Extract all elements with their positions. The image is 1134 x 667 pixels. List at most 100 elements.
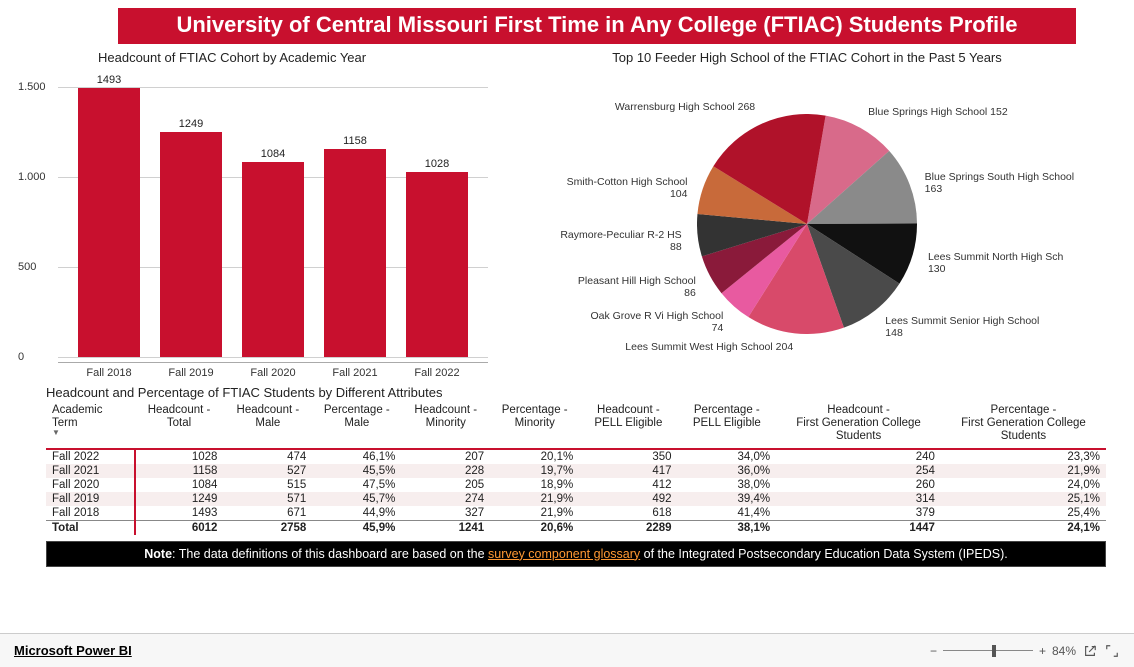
table-cell: 21,9% — [490, 506, 579, 521]
table-cell: 314 — [776, 492, 941, 506]
table-cell: 1447 — [776, 520, 941, 535]
table-cell: 240 — [776, 449, 941, 464]
bar-category-label: Fall 2021 — [320, 363, 390, 379]
table-cell: 20,6% — [490, 520, 579, 535]
table-cell: Fall 2021 — [46, 464, 135, 478]
table-cell: 1241 — [401, 520, 490, 535]
table-cell: 25,4% — [941, 506, 1106, 521]
table-cell: 20,1% — [490, 449, 579, 464]
table-cell: 38,1% — [678, 520, 777, 535]
powerbi-brand-link[interactable]: Microsoft Power BI — [14, 643, 132, 658]
table-header[interactable]: Headcount -First Generation College Stud… — [776, 402, 941, 449]
page-title: University of Central Missouri First Tim… — [118, 8, 1076, 44]
table-cell: 1249 — [135, 492, 224, 506]
table-cell: 207 — [401, 449, 490, 464]
table-header[interactable]: Headcount -Total — [135, 402, 224, 449]
table-cell: 412 — [579, 478, 677, 492]
bar-chart-panel: Headcount of FTIAC Cohort by Academic Ye… — [18, 48, 488, 379]
table-cell: 23,3% — [941, 449, 1106, 464]
pie-chart[interactable]: Blue Springs High School 152Blue Springs… — [498, 69, 1116, 379]
note-bar: Note: The data definitions of this dashb… — [46, 541, 1106, 567]
bar-category-label: Fall 2020 — [238, 363, 308, 379]
table-cell: 34,0% — [678, 449, 777, 464]
bar-fall-2022[interactable]: 1028 — [402, 158, 472, 357]
table-header[interactable]: Percentage -First Generation College Stu… — [941, 402, 1106, 449]
pie-svg[interactable] — [697, 114, 917, 334]
sort-caret-icon: ▼ — [52, 428, 129, 437]
table-header[interactable]: Headcount -Minority — [401, 402, 490, 449]
table-cell: 46,1% — [312, 449, 401, 464]
table-cell: 379 — [776, 506, 941, 521]
bar-value-label: 1493 — [97, 74, 121, 86]
note-prefix: Note — [144, 547, 172, 561]
table-cell: 1028 — [135, 449, 224, 464]
note-text-before: : The data definitions of this dashboard… — [172, 547, 488, 561]
share-icon[interactable] — [1082, 643, 1098, 659]
table-row[interactable]: Fall 2021115852745,5%22819,7%41736,0%254… — [46, 464, 1106, 478]
table-header[interactable]: Headcount -Male — [223, 402, 312, 449]
table-header[interactable]: Percentage -Male — [312, 402, 401, 449]
fullscreen-icon[interactable] — [1104, 643, 1120, 659]
bar-fall-2021[interactable]: 1158 — [320, 135, 390, 357]
table-cell: 527 — [223, 464, 312, 478]
table-row[interactable]: Fall 2020108451547,5%20518,9%41238,0%260… — [46, 478, 1106, 492]
bar-chart[interactable]: 05001.0001.50014931249108411581028Fall 2… — [18, 69, 488, 379]
y-tick-label: 0 — [18, 351, 24, 363]
bar-value-label: 1249 — [179, 118, 203, 130]
zoom-in-button[interactable]: + — [1039, 644, 1046, 658]
bar-chart-title: Headcount of FTIAC Cohort by Academic Ye… — [98, 50, 488, 65]
table-cell: 350 — [579, 449, 677, 464]
table-header[interactable]: Percentage -PELL Eligible — [678, 402, 777, 449]
table-cell: 24,0% — [941, 478, 1106, 492]
note-link[interactable]: survey component glossary — [488, 547, 640, 561]
table-cell: 327 — [401, 506, 490, 521]
table-cell: 45,7% — [312, 492, 401, 506]
bar-fall-2018[interactable]: 1493 — [74, 74, 144, 357]
table-cell: 21,9% — [941, 464, 1106, 478]
bar-category-label: Fall 2018 — [74, 363, 144, 379]
table-cell: 24,1% — [941, 520, 1106, 535]
table-cell: 571 — [223, 492, 312, 506]
bar-value-label: 1084 — [261, 148, 285, 160]
bar-rect[interactable] — [406, 172, 468, 357]
bar-rect[interactable] — [160, 132, 222, 357]
table-cell: 205 — [401, 478, 490, 492]
table-cell: 36,0% — [678, 464, 777, 478]
pie-slice-label: Lees Summit North High Sch130 — [928, 251, 1063, 275]
bar-fall-2020[interactable]: 1084 — [238, 148, 308, 357]
pie-slice-label: Blue Springs South High School163 — [925, 171, 1074, 195]
table-header[interactable]: Academic Term▼ — [46, 402, 135, 449]
table-cell: 44,9% — [312, 506, 401, 521]
attributes-table[interactable]: Academic Term▼Headcount -TotalHeadcount … — [46, 402, 1106, 535]
table-row[interactable]: Fall 2022102847446,1%20720,1%35034,0%240… — [46, 449, 1106, 464]
zoom-out-button[interactable]: − — [930, 644, 937, 658]
zoom-controls: − + 84% — [930, 643, 1120, 659]
table-cell: 38,0% — [678, 478, 777, 492]
table-cell: 1084 — [135, 478, 224, 492]
table-cell: 2758 — [223, 520, 312, 535]
bar-value-label: 1028 — [425, 158, 449, 170]
table-cell: 21,9% — [490, 492, 579, 506]
zoom-slider[interactable] — [943, 644, 1033, 658]
table-title: Headcount and Percentage of FTIAC Studen… — [46, 385, 1116, 400]
table-cell: 474 — [223, 449, 312, 464]
pie-slice-label: Smith-Cotton High School104 — [567, 176, 688, 200]
bar-rect[interactable] — [242, 162, 304, 357]
zoom-percent: 84% — [1052, 644, 1076, 658]
bar-rect[interactable] — [78, 88, 140, 357]
table-cell: 45,5% — [312, 464, 401, 478]
table-row[interactable]: Fall 2018149367144,9%32721,9%61841,4%379… — [46, 506, 1106, 521]
footer-bar: Microsoft Power BI − + 84% — [0, 633, 1134, 667]
table-cell: 254 — [776, 464, 941, 478]
bar-rect[interactable] — [324, 149, 386, 357]
note-text-after: of the Integrated Postsecondary Educatio… — [640, 547, 1008, 561]
pie-slice-label: Warrensburg High School 268 — [615, 101, 755, 113]
table-cell: Fall 2018 — [46, 506, 135, 521]
table-header[interactable]: Percentage -Minority — [490, 402, 579, 449]
bar-fall-2019[interactable]: 1249 — [156, 118, 226, 357]
table-cell: 228 — [401, 464, 490, 478]
table-cell: 39,4% — [678, 492, 777, 506]
table-row[interactable]: Fall 2019124957145,7%27421,9%49239,4%314… — [46, 492, 1106, 506]
y-tick-label: 1.500 — [18, 81, 46, 93]
table-header[interactable]: Headcount -PELL Eligible — [579, 402, 677, 449]
